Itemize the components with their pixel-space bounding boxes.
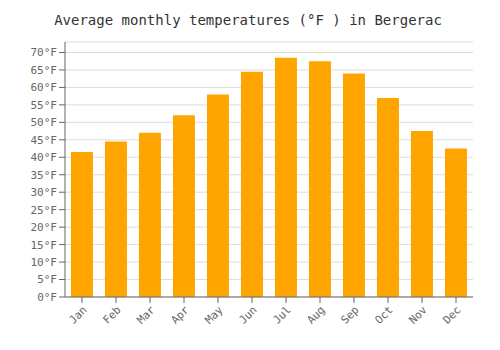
svg-text:50°F: 50°F	[31, 116, 58, 129]
svg-text:Jun: Jun	[236, 303, 259, 326]
svg-text:Oct: Oct	[372, 303, 395, 326]
svg-text:Apr: Apr	[168, 303, 192, 327]
svg-text:55°F: 55°F	[31, 99, 58, 112]
svg-text:20°F: 20°F	[31, 221, 58, 234]
svg-text:5°F: 5°F	[37, 273, 57, 286]
svg-text:30°F: 30°F	[31, 186, 58, 199]
svg-text:May: May	[202, 303, 226, 327]
svg-text:0°F: 0°F	[37, 291, 57, 304]
svg-text:Mar: Mar	[134, 303, 158, 327]
svg-text:Aug: Aug	[304, 303, 327, 326]
svg-text:65°F: 65°F	[31, 64, 58, 77]
svg-text:10°F: 10°F	[31, 256, 58, 269]
svg-text:Jul: Jul	[270, 303, 293, 326]
svg-text:25°F: 25°F	[31, 204, 58, 217]
svg-text:40°F: 40°F	[31, 151, 58, 164]
svg-text:35°F: 35°F	[31, 169, 58, 182]
html-text:Average monthly temperatures (: Average monthly temperatures (°F ) in Be…	[54, 12, 442, 28]
svg-text:15°F: 15°F	[31, 239, 58, 252]
svg-text:45°F: 45°F	[31, 134, 58, 147]
svg-text:Feb: Feb	[100, 303, 123, 326]
svg-text:60°F: 60°F	[31, 81, 58, 94]
svg-text:Nov: Nov	[406, 303, 430, 327]
svg-text:70°F: 70°F	[31, 46, 58, 59]
svg-text:Jan: Jan	[66, 303, 89, 326]
svg-text:Sep: Sep	[338, 303, 361, 326]
svg-text:Dec: Dec	[440, 303, 463, 326]
